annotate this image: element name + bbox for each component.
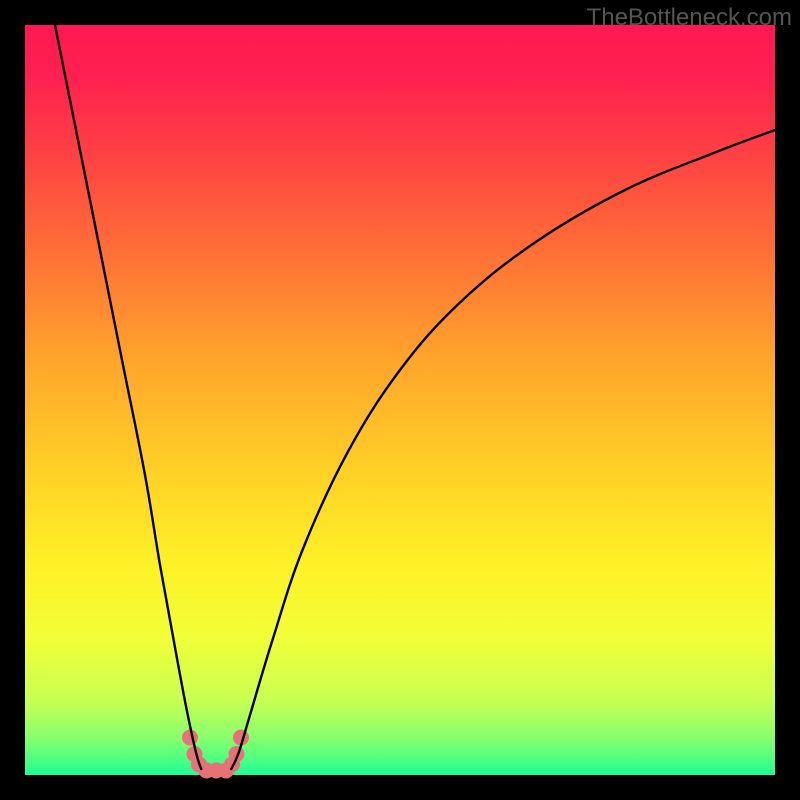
watermark-text: TheBottleneck.com	[587, 4, 792, 32]
gradient-background	[25, 25, 775, 775]
chart-container: { "watermark": { "text": "TheBottleneck.…	[0, 0, 800, 800]
bottleneck-marker	[182, 730, 198, 746]
bottleneck-curve-chart	[0, 0, 800, 800]
